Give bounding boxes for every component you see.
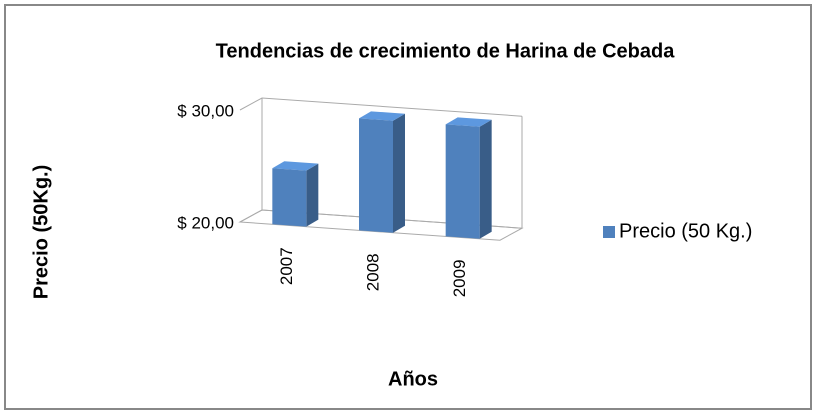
x-tick-label: 2007 [277, 247, 296, 285]
y-tick-label: $ 30,00 [177, 101, 234, 120]
chart-border [4, 4, 812, 410]
grid-line [239, 209, 523, 229]
bar-top [359, 111, 405, 121]
y-tick-label: $ 20,00 [177, 213, 234, 232]
legend-swatch [603, 226, 615, 238]
bar [445, 124, 480, 239]
y-axis-label: Precio (50Kg.) [30, 165, 52, 299]
legend-label: Precio (50 Kg.) [619, 220, 752, 242]
bar-top [272, 161, 319, 171]
grid-line [239, 97, 523, 117]
x-tick-label: 2008 [363, 253, 382, 291]
x-tick-label: 2009 [450, 259, 469, 297]
bar-top [445, 117, 492, 127]
bar [272, 168, 307, 227]
chart-title: Tendencias de crecimiento de Harina de C… [216, 40, 676, 62]
bar [359, 118, 393, 233]
bar-side [393, 113, 405, 233]
bar-side [306, 163, 319, 227]
bar-side [479, 119, 492, 239]
x-axis-label: Años [388, 368, 438, 390]
